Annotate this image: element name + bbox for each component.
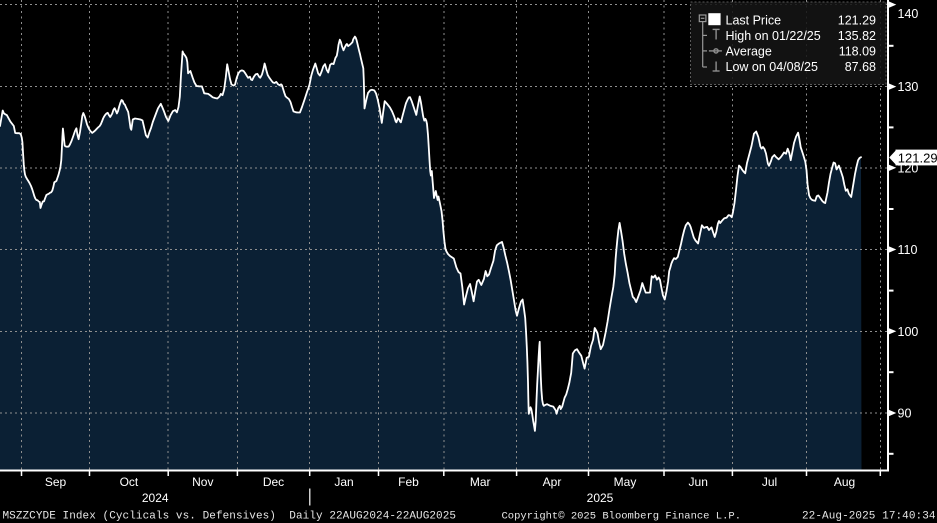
svg-text:Feb: Feb — [398, 475, 419, 489]
svg-text:Mar: Mar — [470, 475, 491, 489]
svg-text:22-Aug-2025 17:40:34: 22-Aug-2025 17:40:34 — [802, 510, 936, 522]
svg-text:140: 140 — [898, 7, 919, 21]
svg-text:Sep: Sep — [45, 475, 67, 489]
svg-text:Oct: Oct — [120, 475, 139, 489]
svg-text:100: 100 — [898, 325, 919, 339]
svg-text:Jun: Jun — [689, 475, 708, 489]
svg-text:Copyright© 2025 Bloomberg Fina: Copyright© 2025 Bloomberg Finance L.P. — [502, 510, 742, 522]
svg-text:High on 01/22/25: High on 01/22/25 — [726, 29, 821, 43]
svg-text:90: 90 — [898, 407, 912, 421]
svg-text:MSZZCYDE Index (Cyclicals vs.: MSZZCYDE Index (Cyclicals vs. Defensives… — [3, 510, 457, 522]
svg-text:Aug: Aug — [834, 475, 855, 489]
svg-text:May: May — [614, 475, 637, 489]
svg-text:87.68: 87.68 — [845, 60, 876, 74]
svg-text:Apr: Apr — [543, 475, 562, 489]
svg-text:Last Price: Last Price — [726, 14, 782, 28]
svg-text:Dec: Dec — [263, 475, 284, 489]
svg-text:2024: 2024 — [142, 491, 169, 505]
svg-text:2025: 2025 — [587, 491, 614, 505]
svg-text:118.09: 118.09 — [839, 45, 876, 59]
svg-text:130: 130 — [898, 80, 919, 94]
svg-text:Low on 04/08/25: Low on 04/08/25 — [726, 60, 818, 74]
svg-text:Jul: Jul — [762, 475, 777, 489]
svg-text:110: 110 — [898, 243, 918, 257]
svg-text:121.29: 121.29 — [838, 14, 876, 28]
svg-text:Jan: Jan — [334, 475, 353, 489]
svg-text:Average: Average — [726, 45, 772, 59]
svg-text:121.29: 121.29 — [898, 150, 937, 165]
svg-text:135.82: 135.82 — [838, 29, 876, 43]
svg-text:Nov: Nov — [192, 475, 213, 489]
